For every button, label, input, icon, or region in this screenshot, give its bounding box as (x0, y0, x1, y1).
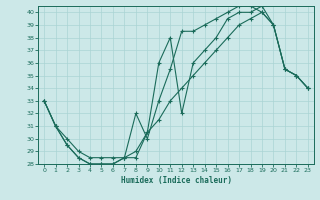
X-axis label: Humidex (Indice chaleur): Humidex (Indice chaleur) (121, 176, 231, 185)
